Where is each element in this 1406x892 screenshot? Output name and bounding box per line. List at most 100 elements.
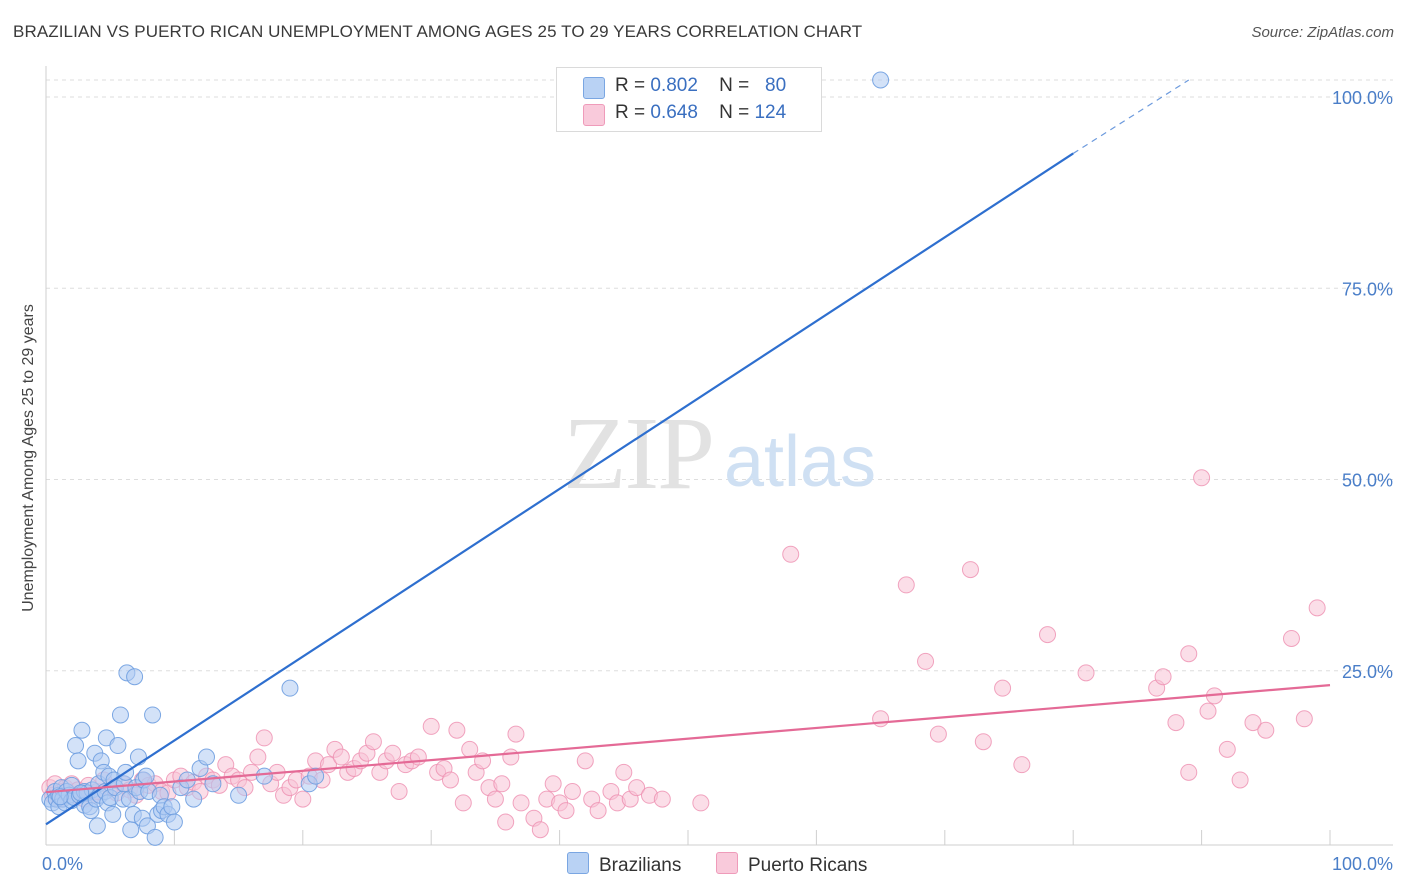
grid-layer [45,66,1393,846]
brazilians-point [255,767,273,785]
puerto-ricans-point [576,752,594,770]
brazilians-point [129,748,147,766]
puerto-ricans-point [1167,714,1185,732]
puerto-ricans-points [41,469,1326,839]
legend-n-label: N = [719,75,750,96]
puerto-ricans-point [531,821,549,839]
puerto-ricans-point [1013,756,1031,774]
legend-swatch-puerto-ricans [583,104,605,126]
puerto-ricans-point [1180,645,1198,663]
brazilians-point [109,737,127,755]
puerto-ricans-point [497,813,515,831]
puerto-ricans-point [249,748,267,766]
brazilians-point [111,706,129,724]
brazilians-point [144,706,162,724]
puerto-ricans-point [422,717,440,735]
puerto-ricans-point [544,775,562,793]
puerto-ricans-point [557,802,575,820]
puerto-ricans-trendline [45,684,1331,794]
puerto-ricans-point [1308,599,1326,617]
legend-n-label: N = [719,102,750,123]
puerto-ricans-label: Puerto Ricans [748,855,868,876]
brazilians-trendline [45,152,1074,826]
puerto-ricans-point [1257,721,1275,739]
puerto-ricans-point [872,710,890,728]
puerto-ricans-point [502,748,520,766]
brazilians-point [165,813,183,831]
y-tick-label: 25.0% [1342,662,1393,682]
puerto-ricans-point [615,763,633,781]
brazilians-point [307,767,325,785]
legend-r-label: R = [615,102,646,123]
series-legend-brazilians[interactable]: Brazilians [567,852,681,877]
series-legend-puerto-ricans[interactable]: Puerto Ricans [716,852,867,877]
legend-swatch-brazilians [583,77,605,99]
puerto-ricans-point [1180,763,1198,781]
puerto-ricans-point [1282,629,1300,647]
puerto-ricans-point [1039,626,1057,644]
y-tick-label: 100.0% [1332,88,1393,108]
puerto-ricans-point [384,744,402,762]
stats-legend: R = 0.802 N = 80 R = 0.648 N = 124 [556,67,822,132]
brazilians-trendline-extension [1072,79,1190,154]
brazilians-point [230,786,248,804]
puerto-ricans-point [653,790,671,808]
brazilians-point [185,790,203,808]
puerto-ricans-point [454,794,472,812]
puerto-ricans-point [448,721,466,739]
puerto-ricans-point [1077,664,1095,682]
brazilians-point [88,817,106,835]
trendlines [45,79,1331,826]
brazilians-point [104,805,122,823]
puerto-ricans-point [364,733,382,751]
puerto-ricans-point [512,794,530,812]
puerto-ricans-point [563,782,581,800]
series-legend: Brazilians Puerto Ricans [0,852,1406,876]
puerto-ricans-swatch [716,852,738,874]
puerto-ricans-point [1193,469,1211,487]
puerto-ricans-point [294,790,312,808]
legend-r-label: R = [615,75,646,96]
brazilians-point [204,775,222,793]
puerto-ricans-point [441,771,459,789]
watermark-atlas: atlas [724,422,876,502]
y-tick-label: 50.0% [1342,471,1393,491]
chart-title: BRAZILIAN VS PUERTO RICAN UNEMPLOYMENT A… [13,22,863,41]
puerto-ricans-point [1154,668,1172,686]
legend-r-value: 0.648 [650,102,698,123]
puerto-ricans-point [692,794,710,812]
brazilians-point [69,752,87,770]
brazilians-point [281,679,299,697]
puerto-ricans-point [1295,710,1313,728]
puerto-ricans-point [589,802,607,820]
legend-n-value: 124 [754,102,787,123]
brazilians-point [146,828,164,846]
puerto-ricans-point [628,779,646,797]
brazilians-label: Brazilians [599,855,682,876]
puerto-ricans-point [929,725,947,743]
legend-n-value: 80 [765,75,787,96]
puerto-ricans-point [897,576,915,594]
puerto-ricans-point [390,782,408,800]
puerto-ricans-point [486,790,504,808]
x-tick-label: 100.0% [1332,854,1393,874]
puerto-ricans-point [994,679,1012,697]
brazilians-point [67,737,85,755]
puerto-ricans-point [782,545,800,563]
puerto-ricans-point [974,733,992,751]
axis-ticks: 100.0% 75.0% 50.0% 25.0% 0.0% 100.0% [42,88,1393,874]
watermark: ZIP atlas [563,396,876,511]
legend-r-value: 0.802 [650,75,698,96]
x-tick-label: 0.0% [42,854,83,874]
puerto-ricans-point [1244,714,1262,732]
puerto-ricans-point [1199,702,1217,720]
source-label: Source: ZipAtlas.com [1251,24,1394,41]
brazilians-point [137,767,155,785]
puerto-ricans-point [493,775,511,793]
puerto-ricans-point [255,729,273,747]
brazilians-point [73,721,91,739]
brazilians-point [126,668,144,686]
brazilians-swatch [567,852,589,874]
brazilians-point [872,71,890,89]
